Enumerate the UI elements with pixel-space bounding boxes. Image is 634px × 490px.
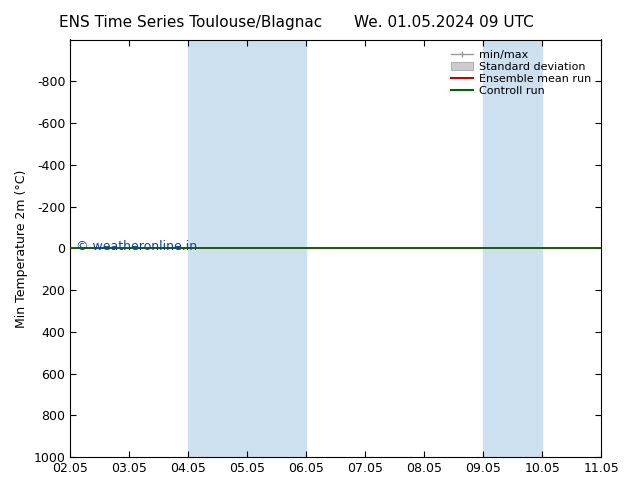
Y-axis label: Min Temperature 2m (°C): Min Temperature 2m (°C)	[15, 169, 28, 327]
Legend: min/max, Standard deviation, Ensemble mean run, Controll run: min/max, Standard deviation, Ensemble me…	[446, 45, 595, 100]
Text: ENS Time Series Toulouse/Blagnac: ENS Time Series Toulouse/Blagnac	[58, 15, 322, 30]
Bar	[188, 40, 306, 457]
Text: We. 01.05.2024 09 UTC: We. 01.05.2024 09 UTC	[354, 15, 534, 30]
Text: © weatheronline.in: © weatheronline.in	[75, 240, 197, 253]
Bar	[483, 40, 542, 457]
